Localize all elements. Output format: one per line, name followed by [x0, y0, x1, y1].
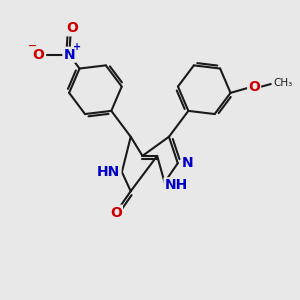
Text: HN: HN	[97, 165, 120, 179]
Text: O: O	[32, 48, 44, 62]
Text: −: −	[28, 41, 37, 51]
Text: NH: NH	[164, 178, 188, 192]
Text: O: O	[110, 206, 122, 220]
Text: O: O	[66, 21, 78, 35]
Text: O: O	[248, 80, 260, 94]
Text: +: +	[73, 41, 81, 52]
Text: N: N	[63, 48, 75, 62]
Text: CH₃: CH₃	[274, 79, 293, 88]
Text: N: N	[182, 156, 194, 170]
